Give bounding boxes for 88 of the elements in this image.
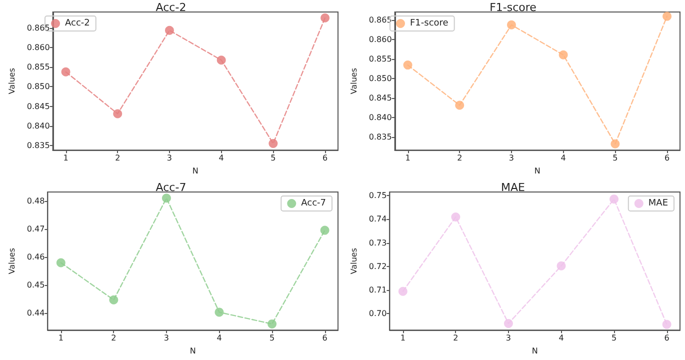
point — [662, 12, 672, 21]
y-tick-label: 0.46 — [26, 252, 45, 262]
y-tick-label: 0.71 — [368, 285, 387, 294]
point — [113, 109, 122, 118]
point — [164, 26, 174, 35]
point — [56, 258, 66, 268]
x-tick-label: 4 — [218, 154, 224, 163]
x-axis-title: N — [532, 346, 538, 356]
point — [109, 295, 118, 304]
y-tick-label: 0.44 — [26, 308, 45, 318]
x-axis-title: N — [190, 346, 196, 356]
point — [268, 319, 277, 328]
point — [214, 308, 224, 317]
x-tick-label: 2 — [115, 154, 120, 163]
y-tick-label: 0.865 — [26, 24, 50, 33]
y-tick-label: 0.74 — [368, 214, 387, 224]
y-tick-label: 0.73 — [368, 238, 387, 248]
x-tick-label: 3 — [506, 334, 512, 343]
chart-title: MAE — [501, 181, 526, 194]
point — [398, 286, 408, 296]
point — [320, 13, 330, 22]
legend-label: MAE — [648, 198, 668, 208]
x-tick-label: 5 — [269, 334, 275, 343]
y-tick-label: 0.72 — [368, 262, 387, 271]
y-tick-label: 0.845 — [368, 93, 392, 102]
point — [451, 212, 460, 222]
x-tick-label: 5 — [270, 154, 276, 163]
y-tick-label: 0.860 — [368, 34, 392, 44]
point — [610, 139, 620, 148]
x-tick-label: 1 — [405, 154, 410, 163]
x-tick-label: 2 — [457, 154, 462, 163]
point — [506, 20, 516, 30]
x-tick-label: 6 — [322, 154, 328, 163]
point — [504, 318, 513, 328]
x-tick-label: 2 — [453, 334, 458, 343]
y-tick-label: 0.850 — [368, 74, 392, 83]
y-axis-title: Values — [350, 248, 358, 274]
x-tick-label: 1 — [400, 334, 406, 343]
y-tick-label: 0.47 — [26, 224, 45, 234]
x-tick-label: 5 — [611, 334, 617, 343]
x-tick-label: 6 — [664, 334, 670, 343]
chart-title: Acc-7 — [156, 181, 186, 194]
x-tick-label: 4 — [560, 154, 566, 163]
y-tick-label: 0.845 — [26, 102, 50, 111]
x-tick-label: 1 — [63, 154, 68, 163]
x-tick-label: 3 — [164, 334, 170, 343]
x-tick-label: 6 — [664, 154, 670, 163]
point — [455, 100, 464, 110]
y-tick-label: 0.835 — [368, 132, 392, 142]
chart-title: Acc-2 — [156, 1, 186, 14]
y-tick-label: 0.45 — [26, 280, 45, 290]
x-tick-label: 3 — [166, 154, 172, 163]
point — [610, 194, 619, 204]
legend-label: Acc-7 — [301, 198, 326, 208]
x-tick-label: 1 — [58, 334, 64, 343]
x-tick-label: 4 — [558, 334, 564, 343]
y-axis-title: Values — [8, 248, 16, 274]
y-tick-label: 0.855 — [368, 54, 392, 64]
y-tick-label: 0.835 — [26, 140, 50, 150]
y-tick-label: 0.48 — [26, 196, 45, 206]
x-tick-label: 4 — [216, 334, 222, 343]
x-axis-title: N — [534, 166, 540, 176]
x-tick-label: 5 — [612, 154, 618, 163]
point — [662, 320, 672, 329]
point — [61, 67, 70, 76]
y-axis-title: Values — [8, 68, 16, 94]
y-axis-title: Values — [350, 68, 358, 94]
point — [216, 56, 226, 65]
y-tick-label: 0.850 — [26, 82, 50, 92]
point — [162, 194, 171, 203]
y-tick-label: 0.860 — [26, 43, 50, 52]
point — [268, 138, 278, 148]
x-tick-label: 3 — [508, 154, 514, 163]
point — [403, 60, 412, 70]
chart-title: F1-score — [490, 1, 537, 14]
point — [556, 261, 566, 270]
y-tick-label: 0.75 — [368, 191, 387, 200]
legend-label: Acc-2 — [65, 18, 90, 28]
y-tick-label: 0.855 — [26, 62, 50, 72]
y-tick-label: 0.70 — [368, 309, 387, 318]
legend-label: F1-score — [410, 18, 449, 28]
y-tick-label: 0.840 — [368, 112, 392, 122]
point — [320, 226, 330, 235]
y-tick-label: 0.840 — [26, 121, 50, 130]
x-axis-title: N — [192, 166, 198, 176]
x-tick-label: 2 — [111, 334, 116, 343]
x-tick-label: 6 — [322, 334, 328, 343]
point — [558, 50, 568, 60]
